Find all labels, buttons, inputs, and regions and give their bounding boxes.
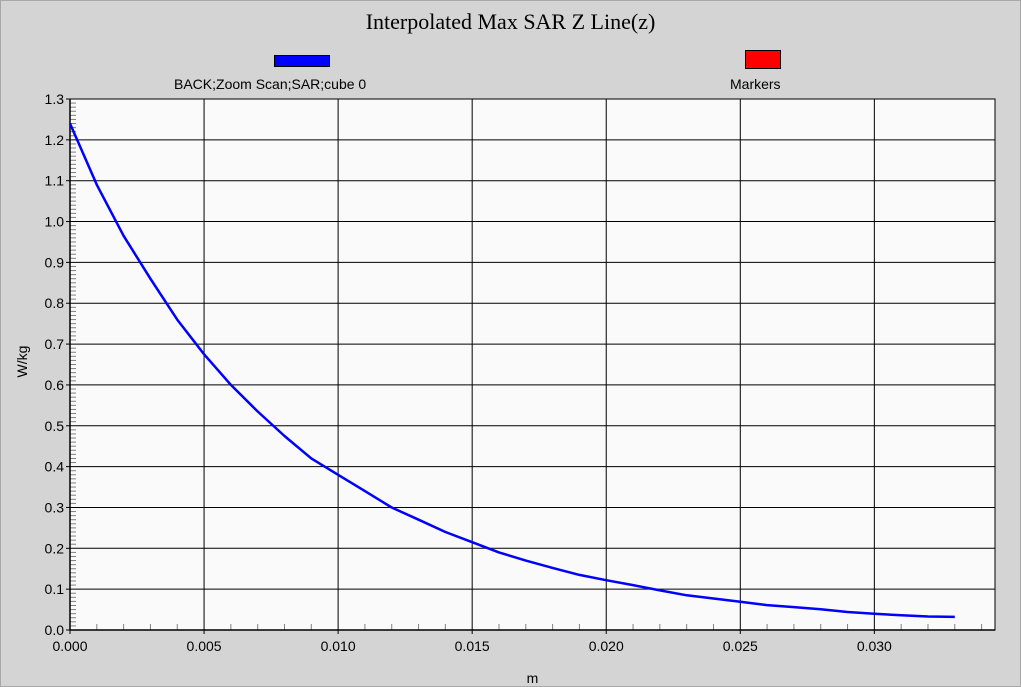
x-tick-label-3: 0.015 [455, 638, 490, 654]
y-tick-label-13: 1.3 [45, 91, 65, 107]
y-tick-label-9: 0.9 [45, 254, 65, 270]
x-tick-label-4: 0.020 [589, 638, 624, 654]
x-tick-label-5: 0.025 [723, 638, 758, 654]
legend-swatch-markers [745, 50, 781, 69]
y-tick-label-10: 1.0 [45, 214, 65, 230]
legend-swatch-series [274, 55, 330, 67]
x-tick-label-2: 0.010 [321, 638, 356, 654]
y-tick-label-3: 0.3 [45, 499, 65, 515]
x-axis-label: m [527, 670, 539, 686]
legend-label-markers: Markers [730, 76, 781, 92]
y-axis-label: W/kg [14, 346, 30, 378]
y-tick-label-12: 1.2 [45, 132, 65, 148]
y-tick-label-1: 0.1 [45, 581, 65, 597]
y-tick-label-11: 1.1 [45, 173, 65, 189]
legend-label-series: BACK;Zoom Scan;SAR;cube 0 [174, 76, 367, 92]
plot-area [69, 98, 996, 631]
chart-title: Interpolated Max SAR Z Line(z) [365, 9, 656, 34]
y-tick-label-2: 0.2 [45, 540, 65, 556]
y-tick-label-0: 0.0 [45, 622, 65, 638]
y-tick-label-5: 0.5 [45, 418, 65, 434]
x-tick-label-1: 0.005 [187, 638, 222, 654]
x-tick-label-6: 0.030 [857, 638, 892, 654]
x-tick-label-0: 0.000 [52, 638, 87, 654]
y-tick-label-8: 0.8 [45, 295, 65, 311]
series-line-0 [68, 122, 955, 619]
y-tick-label-7: 0.7 [45, 336, 65, 352]
y-tick-label-4: 0.4 [45, 459, 65, 475]
y-tick-label-6: 0.6 [45, 377, 65, 393]
